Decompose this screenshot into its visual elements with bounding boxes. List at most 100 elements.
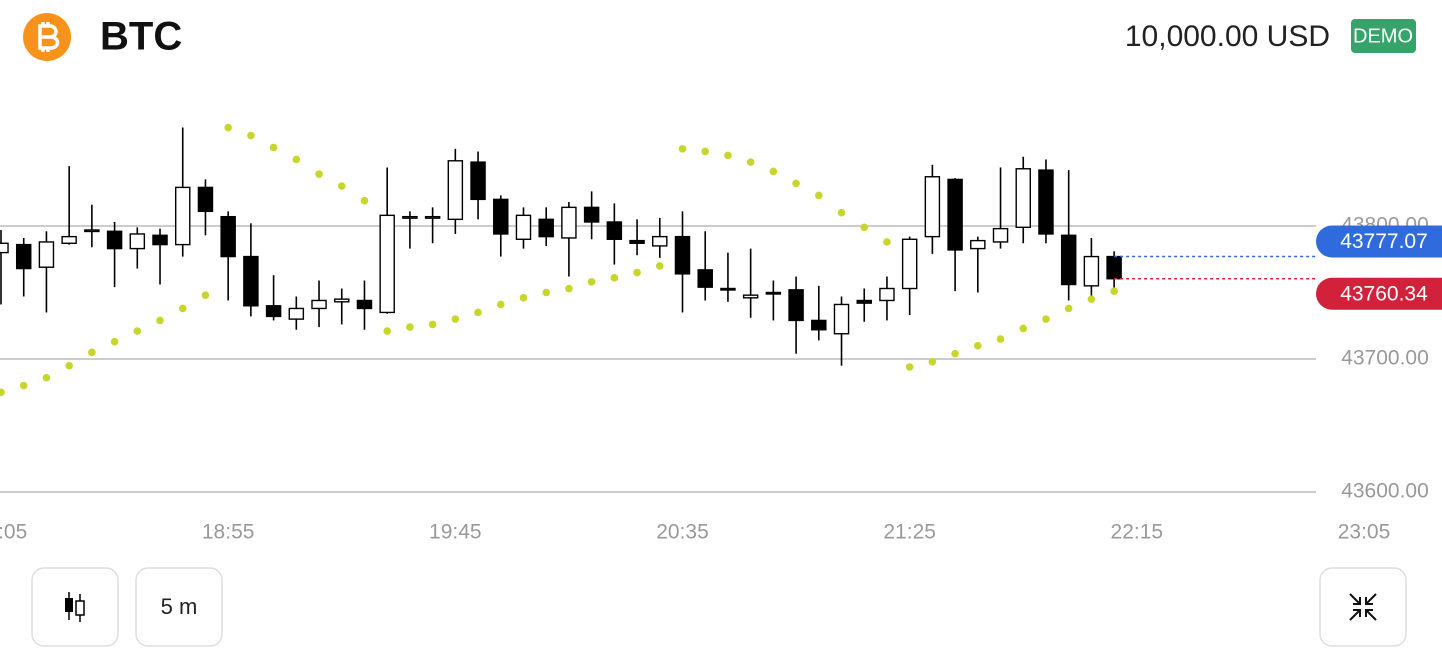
- price-badge-label: 43777.07: [1340, 230, 1428, 253]
- candle-body: [152, 234, 168, 246]
- candle-body: [674, 235, 691, 275]
- sar-dot: [1087, 295, 1096, 303]
- sar-dot: [88, 348, 96, 357]
- candle-body: [1038, 169, 1054, 235]
- candle-body: [38, 241, 55, 268]
- sar-dot: [496, 300, 505, 309]
- sar-dot: [905, 363, 914, 371]
- candle-body: [493, 198, 509, 235]
- candle-body: [447, 160, 464, 221]
- candle-body: [697, 269, 713, 288]
- sar-dot: [1042, 315, 1050, 323]
- bitcoin-icon: [23, 13, 71, 61]
- sar-dot: [883, 238, 891, 246]
- candle-body: [1015, 168, 1031, 229]
- sar-dot: [383, 327, 391, 335]
- sar-dot: [269, 143, 278, 152]
- x-tick-label: 18:05: [0, 521, 27, 544]
- candle-body: [765, 291, 782, 295]
- chart-type-button[interactable]: [31, 567, 119, 647]
- sar-dot: [337, 182, 346, 190]
- candle-body: [947, 178, 963, 251]
- sar-dot: [519, 294, 528, 302]
- sar-dot: [610, 274, 619, 282]
- sar-dot: [565, 284, 573, 293]
- sar-dot: [724, 151, 732, 160]
- sar-dot: [928, 357, 937, 366]
- candle-body: [311, 299, 327, 310]
- sar-dot: [1019, 324, 1028, 333]
- candle-body: [1083, 255, 1100, 287]
- price-badge-label: 43760.34: [1340, 282, 1428, 305]
- candle-body: [334, 298, 350, 303]
- sar-dot: [860, 223, 869, 232]
- candle-body: [833, 303, 850, 335]
- candle-body: [0, 242, 9, 254]
- collapse-button[interactable]: [1319, 567, 1407, 647]
- sar-dot: [974, 341, 982, 350]
- sar-dot: [542, 288, 550, 297]
- candle-body: [629, 239, 645, 244]
- sar-dot: [201, 291, 210, 299]
- demo-badge: [1351, 19, 1416, 53]
- candle-body: [265, 305, 282, 318]
- sar-dot: [951, 349, 959, 358]
- candle-body: [106, 230, 123, 250]
- sar-dot: [406, 323, 414, 331]
- candle-body: [879, 287, 895, 302]
- sar-dot: [42, 373, 51, 382]
- sar-dot: [701, 147, 710, 156]
- symbol: BTC: [100, 15, 182, 59]
- sar-dot: [1064, 304, 1073, 313]
- x-tick-label: 18:55: [202, 521, 255, 544]
- candle-body: [243, 255, 259, 307]
- chart: 43600.0043700.0043800.0018:0518:5519:452…: [0, 123, 1442, 544]
- candle-body: [901, 238, 918, 290]
- price-badge: [1316, 277, 1442, 310]
- candle-body: [856, 299, 872, 304]
- sar-dot: [1110, 287, 1118, 295]
- sar-dot: [156, 316, 164, 325]
- candle-body: [742, 294, 759, 299]
- candle-body: [515, 214, 532, 240]
- sar-dot: [315, 170, 323, 178]
- sar-dot: [837, 208, 846, 217]
- candle-body: [174, 186, 191, 246]
- x-tick-label: 21:25: [883, 521, 936, 544]
- price-badge: [1316, 225, 1442, 258]
- candle-body: [220, 215, 236, 258]
- y-tick-label: 43600.00: [1341, 480, 1429, 503]
- sar-dot: [815, 191, 823, 200]
- candle-body: [538, 218, 554, 238]
- candle-body: [788, 289, 804, 322]
- x-tick-label: 20:35: [656, 521, 709, 544]
- candle-body: [379, 214, 395, 314]
- demo-label: DEMO: [1353, 25, 1413, 47]
- candle-body: [197, 186, 214, 213]
- candle-body: [652, 235, 668, 247]
- candle-body: [402, 215, 418, 219]
- sar-dot: [633, 268, 641, 277]
- sar-dot: [655, 262, 664, 270]
- sar-dot: [247, 131, 255, 140]
- candle-body: [1060, 234, 1077, 286]
- sar-dot: [746, 158, 755, 166]
- candle-body: [424, 215, 441, 219]
- interval-label: 5 m: [161, 594, 198, 619]
- sar-dot: [292, 155, 301, 164]
- interval-button[interactable]: 5 m: [135, 567, 223, 647]
- candle-body: [356, 299, 373, 310]
- sar-dot: [451, 315, 460, 323]
- candle-body: [288, 307, 305, 320]
- sar-dot: [65, 361, 73, 370]
- y-tick-label: 43700.00: [1341, 347, 1429, 370]
- x-tick-label: 19:45: [429, 521, 482, 544]
- candle-body: [470, 161, 486, 201]
- balance: 10,000.00 USD: [1125, 20, 1330, 53]
- candle-body: [84, 229, 100, 233]
- candle-body: [720, 287, 736, 291]
- sar-dot: [224, 123, 232, 132]
- candle-body: [61, 235, 77, 244]
